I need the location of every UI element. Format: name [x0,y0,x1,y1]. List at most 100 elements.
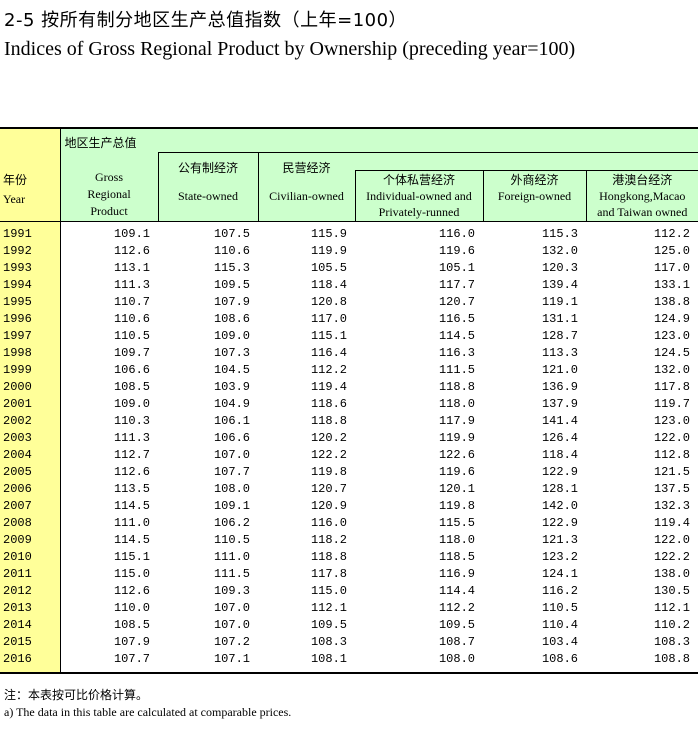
cell-foreign: 121.3 [541,532,578,547]
cell-foreign: 103.4 [541,634,578,649]
table-body: 1991 109.1 107.5 115.9 116.0 115.3 112.2 1992 11… [0,220,698,674]
table-row: 2012 112.6 109.3 115.0 114.4 116.2 130.5 [0,582,698,600]
header-individual: 个体私营经济 Individual-owned and Privately-ru… [354,169,483,221]
cell-hk: 138.0 [653,566,690,581]
header-civilian-en: Civilian-owned [269,188,344,203]
cell-individual: 105.1 [438,260,475,275]
cell-individual: 119.9 [438,430,475,445]
cell-year: 2000 [0,378,60,396]
table-row: 1997 110.5 109.0 115.1 114.5 128.7 123.0 [0,327,698,345]
header-foreign-en: Foreign-owned [497,188,572,203]
cell-year: 2003 [0,429,60,447]
cell-grp: 108.5 [59,616,158,634]
cell-year: 2012 [0,582,60,600]
cell-civilian: 122.2 [310,447,347,462]
cell-foreign: 128.7 [541,328,578,343]
cell-grp: 111.3 [59,429,158,447]
table-row: 1995 110.7 107.9 120.8 120.7 119.1 138.8 [0,293,698,311]
table-row: 2009 114.5 110.5 118.2 118.0 121.3 122.0 [0,531,698,549]
cell-grp: 111.3 [59,276,158,294]
cell-individual: 117.7 [438,277,475,292]
table-row: 2010 115.1 111.0 118.8 118.5 123.2 122.2 [0,548,698,566]
cell-foreign: 123.2 [541,549,578,564]
cell-year: 1997 [0,327,60,345]
cell-foreign: 126.4 [541,430,578,445]
cell-individual: 111.5 [438,362,475,377]
cell-hk: 108.8 [586,650,698,674]
header-hk-macao-taiwan: 港澳台经济 Hongkong,Macao and Taiwan owned [585,169,698,221]
table-row: 2006 113.5 108.0 120.7 120.1 128.1 137.5 [0,480,698,498]
cell-foreign: 132.0 [541,243,578,258]
header-year-en: Year [3,191,26,206]
cell-hk: 137.5 [653,481,690,496]
cell-grp: 115.1 [59,548,158,566]
cell-foreign: 136.9 [541,379,578,394]
header-individual-en-1: Individual-owned and [366,188,472,203]
cell-grp: 107.9 [59,633,158,651]
cell-individual: 120.7 [438,294,475,309]
cell-year: 1992 [0,242,60,260]
cell-year: 2009 [0,531,60,549]
cell-state: 108.0 [213,481,250,496]
cell-individual: 117.9 [438,413,475,428]
cell-state: 106.6 [213,430,250,445]
cell-hk: 122.0 [653,430,690,445]
table-row: 1999 106.6 104.5 112.2 111.5 121.0 132.0 [0,361,698,379]
table-row: 2015 107.9 107.2 108.3 108.7 103.4 108.3 [0,633,698,651]
table-row: 1996 110.6 108.6 117.0 116.5 131.1 124.9 [0,310,698,328]
cell-foreign: 115.3 [483,220,586,243]
cell-state: 109.1 [213,498,250,513]
cell-year: 2006 [0,480,60,498]
header-civilian-cn: 民营经济 [282,160,331,175]
cell-grp: 110.0 [59,599,158,617]
cell-individual: 118.0 [438,532,475,547]
cell-hk: 124.9 [653,311,690,326]
cell-individual: 114.4 [438,583,475,598]
cell-hk: 132.3 [653,498,690,513]
table-row: 2002 110.3 106.1 118.8 117.9 141.4 123.0 [0,412,698,430]
cell-individual: 116.9 [438,566,475,581]
cell-civilian: 117.0 [310,311,347,326]
cell-civilian: 108.3 [310,634,347,649]
cell-civilian: 112.1 [310,600,347,615]
footnote-chinese: 注：本表按可比价格计算。 [4,688,149,702]
header-individual-cn: 个体私营经济 [382,172,455,187]
cell-hk: 132.0 [653,362,690,377]
cell-year: 2013 [0,599,60,617]
cell-state: 111.5 [213,566,250,581]
cell-civilian: 109.5 [310,617,347,632]
cell-foreign: 110.4 [541,617,578,632]
cell-year: 2005 [0,463,60,481]
cell-grp: 109.1 [59,220,158,243]
table-row: 1992 112.6 110.6 119.9 119.6 132.0 125.0 [0,242,698,260]
cell-foreign: 113.3 [541,345,578,360]
cell-foreign: 141.4 [541,413,578,428]
table-row: 2007 114.5 109.1 120.9 119.8 142.0 132.3 [0,497,698,515]
cell-individual: 118.8 [438,379,475,394]
cell-year: 2015 [0,633,60,651]
header-state-cn: 公有制经济 [177,160,238,175]
cell-state: 107.0 [213,600,250,615]
header-grp-en-2: Regional [87,186,131,201]
header-year-cn: 年份 [3,172,28,187]
cell-hk: 119.7 [653,396,690,411]
table-row: 2001 109.0 104.9 118.6 118.0 137.9 119.7 [0,395,698,413]
table-row: 2014 108.5 107.0 109.5 109.5 110.4 110.2 [0,616,698,634]
cell-state: 115.3 [213,260,250,275]
header-individual-en-2: Privately-runned [378,204,460,219]
cell-hk: 110.2 [653,617,690,632]
cell-hk: 122.0 [653,532,690,547]
cell-civilian: 115.9 [258,220,355,243]
cell-individual: 115.5 [438,515,475,530]
cell-individual: 116.0 [355,220,483,243]
cell-civilian: 108.1 [258,650,355,674]
cell-grp: 108.5 [59,378,158,396]
header-hk-cn: 港澳台经济 [612,172,673,187]
cell-state: 111.0 [213,549,250,564]
cell-grp: 106.6 [59,361,158,379]
cell-state: 107.2 [213,634,250,649]
cell-foreign: 108.6 [483,650,586,674]
cell-civilian: 117.8 [310,566,347,581]
cell-individual: 122.6 [438,447,475,462]
cell-civilian: 118.2 [310,532,347,547]
